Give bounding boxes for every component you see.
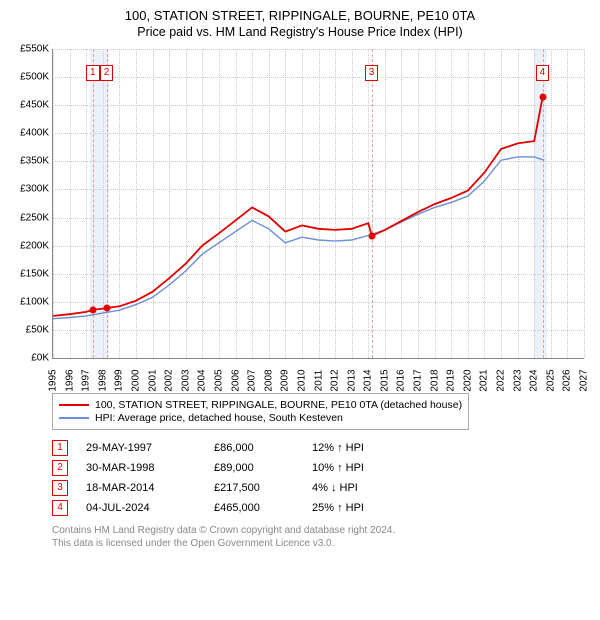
marker-number-box: 1: [86, 65, 100, 81]
event-delta: 12% ↑ HPI: [312, 442, 392, 454]
title-block: 100, STATION STREET, RIPPINGALE, BOURNE,…: [10, 8, 590, 39]
event-number: 4: [52, 500, 68, 516]
x-tick-label: 2019: [446, 369, 457, 391]
event-date: 30-MAR-1998: [86, 462, 196, 474]
marker-dot: [368, 232, 375, 239]
x-tick-label: 2016: [396, 369, 407, 391]
event-date: 18-MAR-2014: [86, 482, 196, 494]
event-delta: 10% ↑ HPI: [312, 462, 392, 474]
x-tick-label: 2023: [512, 369, 523, 391]
x-tick-label: 2021: [479, 369, 490, 391]
event-price: £86,000: [214, 442, 294, 454]
event-date: 04-JUL-2024: [86, 502, 196, 514]
x-tick-label: 2015: [379, 369, 390, 391]
x-tick-label: 1995: [48, 369, 59, 391]
title-sub: Price paid vs. HM Land Registry's House …: [10, 25, 590, 39]
attribution-line2: This data is licensed under the Open Gov…: [52, 537, 590, 550]
legend-label-property: 100, STATION STREET, RIPPINGALE, BOURNE,…: [95, 399, 462, 411]
x-tick-label: 2013: [346, 369, 357, 391]
x-tick-label: 2002: [164, 369, 175, 391]
y-tick-label: £150K: [9, 268, 49, 279]
y-tick-label: £300K: [9, 184, 49, 195]
line-layer: [53, 49, 584, 358]
x-tick-label: 2008: [263, 369, 274, 391]
event-date: 29-MAY-1997: [86, 442, 196, 454]
y-tick-label: £500K: [9, 72, 49, 83]
x-tick-label: 2014: [363, 369, 374, 391]
legend: 100, STATION STREET, RIPPINGALE, BOURNE,…: [52, 393, 469, 430]
series-hpi: [53, 157, 544, 319]
y-tick-label: £400K: [9, 128, 49, 139]
event-price: £217,500: [214, 482, 294, 494]
y-tick-label: £100K: [9, 296, 49, 307]
y-tick-label: £200K: [9, 240, 49, 251]
title-main: 100, STATION STREET, RIPPINGALE, BOURNE,…: [10, 8, 590, 23]
x-tick-label: 1997: [81, 369, 92, 391]
x-tick-label: 2025: [545, 369, 556, 391]
x-tick-label: 1999: [114, 369, 125, 391]
event-row: 1 29-MAY-1997 £86,000 12% ↑ HPI: [52, 440, 590, 456]
marker-dot: [539, 93, 546, 100]
event-number: 1: [52, 440, 68, 456]
y-tick-label: £350K: [9, 156, 49, 167]
y-tick-label: £50K: [9, 324, 49, 335]
event-number: 2: [52, 460, 68, 476]
x-tick-label: 2017: [413, 369, 424, 391]
marker-number-box: 4: [536, 65, 550, 81]
legend-swatch-property: [59, 404, 89, 406]
x-tick-label: 2001: [147, 369, 158, 391]
x-tick-label: 2007: [247, 369, 258, 391]
x-gridline: [584, 49, 585, 358]
x-tick-label: 2018: [429, 369, 440, 391]
chart-container: 100, STATION STREET, RIPPINGALE, BOURNE,…: [0, 0, 600, 558]
x-tick-label: 2026: [562, 369, 573, 391]
x-tick-label: 2000: [130, 369, 141, 391]
event-row: 4 04-JUL-2024 £465,000 25% ↑ HPI: [52, 500, 590, 516]
event-delta: 4% ↓ HPI: [312, 482, 392, 494]
marker-dot: [103, 304, 110, 311]
marker-number-box: 2: [100, 65, 114, 81]
legend-label-hpi: HPI: Average price, detached house, Sout…: [95, 412, 343, 424]
x-tick-label: 1998: [97, 369, 108, 391]
marker-dot: [89, 306, 96, 313]
x-tick-label: 2006: [230, 369, 241, 391]
event-row: 3 18-MAR-2014 £217,500 4% ↓ HPI: [52, 480, 590, 496]
attribution-line1: Contains HM Land Registry data © Crown c…: [52, 524, 590, 537]
event-price: £89,000: [214, 462, 294, 474]
x-tick-label: 1996: [64, 369, 75, 391]
legend-swatch-hpi: [59, 417, 89, 419]
event-price: £465,000: [214, 502, 294, 514]
y-tick-label: £550K: [9, 44, 49, 55]
plot-area: £0K£50K£100K£150K£200K£250K£300K£350K£40…: [52, 49, 584, 359]
event-row: 2 30-MAR-1998 £89,000 10% ↑ HPI: [52, 460, 590, 476]
attribution: Contains HM Land Registry data © Crown c…: [52, 524, 590, 550]
x-tick-label: 2010: [296, 369, 307, 391]
x-tick-label: 2022: [496, 369, 507, 391]
x-tick-label: 2009: [280, 369, 291, 391]
x-tick-label: 2012: [330, 369, 341, 391]
event-delta: 25% ↑ HPI: [312, 502, 392, 514]
events-table: 1 29-MAY-1997 £86,000 12% ↑ HPI 2 30-MAR-1998…: [52, 440, 590, 516]
marker-number-box: 3: [365, 65, 379, 81]
y-tick-label: £450K: [9, 100, 49, 111]
legend-row-property: 100, STATION STREET, RIPPINGALE, BOURNE,…: [59, 399, 462, 411]
x-tick-label: 2011: [313, 370, 324, 392]
x-tick-label: 2020: [462, 369, 473, 391]
chart-area: £0K £50K £100K £150K £200K £250K £300K £350K £40…: [10, 45, 590, 385]
x-tick-label: 2005: [213, 369, 224, 391]
x-tick-label: 2003: [180, 369, 191, 391]
y-tick-label: £250K: [9, 212, 49, 223]
x-tick-label: 2024: [529, 369, 540, 391]
legend-row-hpi: HPI: Average price, detached house, Sout…: [59, 412, 462, 424]
x-tick-label: 2004: [197, 369, 208, 391]
event-number: 3: [52, 480, 68, 496]
series-property: [53, 97, 543, 316]
x-tick-label: 2027: [579, 369, 590, 391]
y-tick-label: £0K: [9, 353, 49, 364]
